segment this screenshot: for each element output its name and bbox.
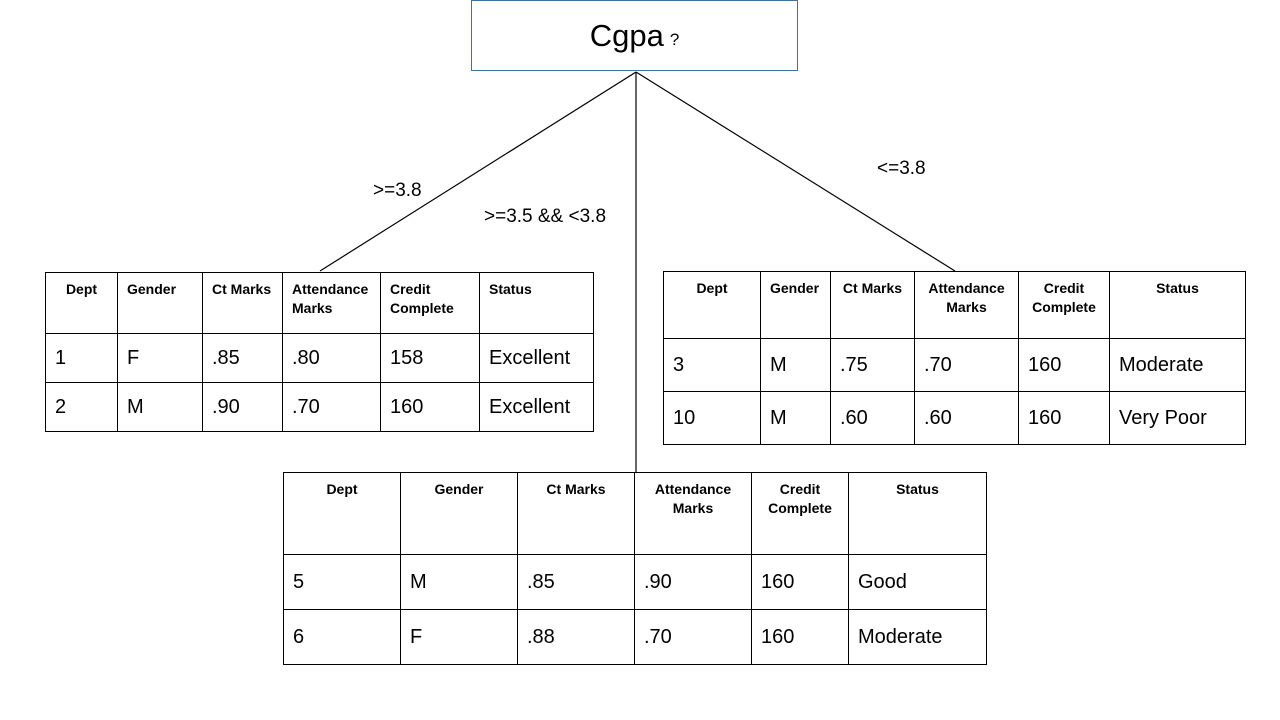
cell-attendance-marks: .60 — [914, 391, 1019, 445]
header-dept: Dept — [283, 472, 401, 555]
cell-gender: M — [760, 391, 831, 445]
header-ct-marks: Ct Marks — [202, 272, 283, 334]
header-credit-complete: Credit Complete — [1018, 271, 1110, 339]
edge-right — [635, 71, 956, 272]
cell-credit-complete: 160 — [751, 554, 849, 610]
table-header-row: Dept Gender Ct Marks Attendance Marks Cr… — [283, 472, 987, 555]
table-header-row: Dept Gender Ct Marks Attendance Marks Cr… — [663, 271, 1246, 339]
cell-dept: 6 — [283, 609, 401, 665]
header-status: Status — [479, 272, 594, 334]
header-gender: Gender — [117, 272, 203, 334]
header-ct-marks: Ct Marks — [830, 271, 915, 339]
cell-credit-complete: 160 — [1018, 338, 1110, 392]
header-attendance-marks: Attendance Marks — [282, 272, 381, 334]
header-attendance-marks: Attendance Marks — [634, 472, 752, 555]
cell-ct-marks: .88 — [517, 609, 635, 665]
cell-status: Moderate — [848, 609, 987, 665]
cell-gender: F — [117, 333, 203, 383]
leaf-table-right: Dept Gender Ct Marks Attendance Marks Cr… — [663, 271, 1246, 445]
cell-dept: 10 — [663, 391, 761, 445]
cell-ct-marks: .85 — [517, 554, 635, 610]
table-row: 10 M .60 .60 160 Very Poor — [663, 391, 1246, 445]
cell-ct-marks: .85 — [202, 333, 283, 383]
cell-credit-complete: 160 — [380, 382, 480, 432]
leaf-table-left: Dept Gender Ct Marks Attendance Marks Cr… — [45, 272, 594, 432]
root-label: Cgpa — [589, 17, 664, 53]
cell-ct-marks: .60 — [830, 391, 915, 445]
cell-attendance-marks: .70 — [282, 382, 381, 432]
cell-dept: 1 — [45, 333, 118, 383]
cell-credit-complete: 158 — [380, 333, 480, 383]
table-header-row: Dept Gender Ct Marks Attendance Marks Cr… — [45, 272, 594, 334]
cell-attendance-marks: .70 — [914, 338, 1019, 392]
header-credit-complete: Credit Complete — [751, 472, 849, 555]
cell-ct-marks: .75 — [830, 338, 915, 392]
cell-dept: 3 — [663, 338, 761, 392]
header-status: Status — [1109, 271, 1246, 339]
header-status: Status — [848, 472, 987, 555]
table-row: 1 F .85 .80 158 Excellent — [45, 333, 594, 383]
cell-gender: F — [400, 609, 518, 665]
table-row: 2 M .90 .70 160 Excellent — [45, 382, 594, 432]
cell-attendance-marks: .70 — [634, 609, 752, 665]
cell-attendance-marks: .90 — [634, 554, 752, 610]
edge-left — [319, 71, 637, 272]
leaf-table-middle: Dept Gender Ct Marks Attendance Marks Cr… — [283, 472, 987, 665]
cell-credit-complete: 160 — [751, 609, 849, 665]
cell-dept: 2 — [45, 382, 118, 432]
edge-label-left: >=3.8 — [373, 180, 422, 201]
header-dept: Dept — [45, 272, 118, 334]
header-attendance-marks: Attendance Marks — [914, 271, 1019, 339]
header-gender: Gender — [400, 472, 518, 555]
cell-gender: M — [117, 382, 203, 432]
root-node: Cgpa ? — [471, 0, 798, 71]
cell-status: Excellent — [479, 382, 594, 432]
table-row: 3 M .75 .70 160 Moderate — [663, 338, 1246, 392]
edge-label-right: <=3.8 — [877, 158, 926, 179]
cell-status: Excellent — [479, 333, 594, 383]
cell-gender: M — [760, 338, 831, 392]
header-gender: Gender — [760, 271, 831, 339]
cell-status: Good — [848, 554, 987, 610]
table-row: 5 M .85 .90 160 Good — [283, 554, 987, 610]
root-question-mark: ? — [669, 29, 680, 49]
cell-status: Very Poor — [1109, 391, 1246, 445]
cell-gender: M — [400, 554, 518, 610]
header-credit-complete: Credit Complete — [380, 272, 480, 334]
cell-credit-complete: 160 — [1018, 391, 1110, 445]
cell-ct-marks: .90 — [202, 382, 283, 432]
header-ct-marks: Ct Marks — [517, 472, 635, 555]
edge-label-middle: >=3.5 && <3.8 — [484, 206, 607, 227]
cell-dept: 5 — [283, 554, 401, 610]
cell-attendance-marks: .80 — [282, 333, 381, 383]
cell-status: Moderate — [1109, 338, 1246, 392]
header-dept: Dept — [663, 271, 761, 339]
table-row: 6 F .88 .70 160 Moderate — [283, 609, 987, 665]
